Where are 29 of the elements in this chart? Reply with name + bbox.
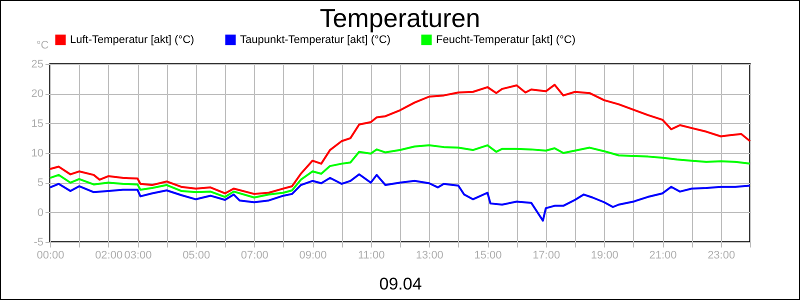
x-axis-title: 09.04 xyxy=(379,274,422,294)
line-series xyxy=(49,144,751,198)
y-tick-label: 25 xyxy=(31,58,44,70)
y-tick-label: 20 xyxy=(31,88,44,100)
x-tick-label: 00:00 xyxy=(36,250,64,262)
y-tick-label: 15 xyxy=(31,118,44,130)
legend-label: Taupunkt-Temperatur [akt] (°C) xyxy=(240,34,391,46)
legend-label: Luft-Temperatur [akt] (°C) xyxy=(70,34,194,46)
x-tick-label: 05:00 xyxy=(182,250,210,262)
legend-label: Feucht-Temperatur [akt] (°C) xyxy=(436,34,576,46)
x-tick-label: 23:00 xyxy=(708,250,736,262)
x-tick-label: 15:00 xyxy=(474,250,502,262)
y-tick-label: -5 xyxy=(34,236,44,248)
y-axis-title: °C xyxy=(36,40,49,52)
x-tick-label: 03:00 xyxy=(124,250,152,262)
chart-title: Temperaturen xyxy=(320,3,480,33)
line-series xyxy=(49,84,751,195)
line-series xyxy=(49,173,751,222)
x-tick-label: 21:00 xyxy=(649,250,677,262)
x-tick-label: 13:00 xyxy=(416,250,444,262)
x-tick-label: 07:00 xyxy=(240,250,268,262)
x-tick-label: 09:00 xyxy=(299,250,327,262)
x-tick-label: 19:00 xyxy=(590,250,618,262)
y-tick-label: 0 xyxy=(37,206,44,219)
x-tick-label: 02:00 xyxy=(95,250,123,262)
y-tick-label: 10 xyxy=(31,148,44,160)
x-tick-label: 17:00 xyxy=(532,250,560,262)
y-tick-label: 5 xyxy=(37,177,44,190)
x-tick-label: 11:00 xyxy=(358,250,385,262)
